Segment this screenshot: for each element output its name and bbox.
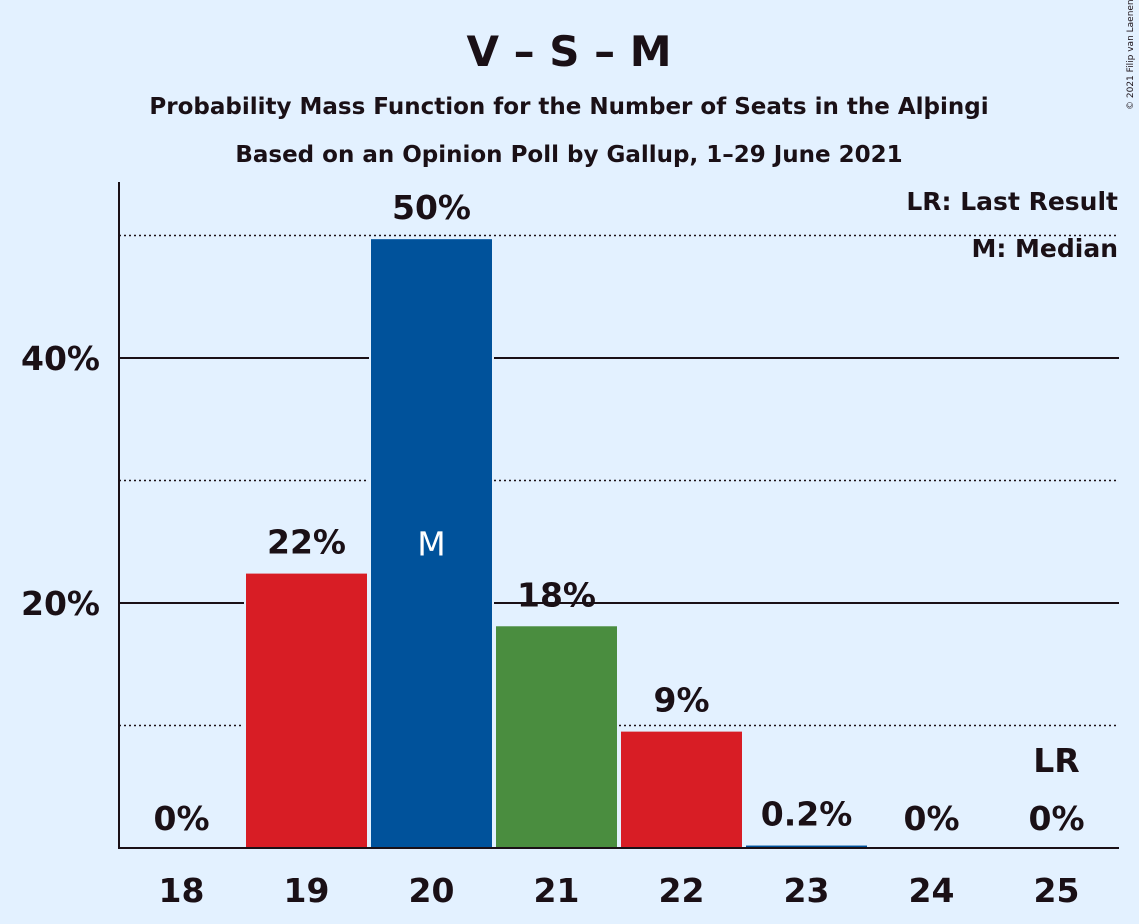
y-tick-label: 40%	[21, 339, 100, 378]
y-axis-ticks: 20% 40%	[21, 339, 100, 623]
chart-title: V – S – M	[466, 27, 671, 76]
value-labels: 0% 22% 50% 18% 9% 0.2% 0% 0% M LR	[153, 188, 1084, 838]
bar-21	[496, 626, 617, 848]
bar-22	[621, 731, 742, 848]
value-label-18: 0%	[153, 799, 209, 838]
legend-last-result: LR: Last Result	[906, 187, 1118, 216]
bar-20	[371, 239, 492, 849]
x-tick-21: 21	[534, 871, 580, 910]
chart-subtitle-1: Probability Mass Function for the Number…	[149, 94, 988, 120]
x-tick-18: 18	[159, 871, 205, 910]
bar-23	[746, 845, 867, 848]
chart-subtitle-2: Based on an Opinion Poll by Gallup, 1–29…	[235, 142, 902, 168]
bar-19	[246, 573, 367, 848]
value-label-25: 0%	[1028, 799, 1084, 838]
copyright-notice: © 2021 Filip van Laenen	[1126, 0, 1136, 110]
x-tick-19: 19	[284, 871, 330, 910]
x-tick-20: 20	[409, 871, 455, 910]
x-axis-ticks: 18 19 20 21 22 23 24 25	[159, 871, 1080, 910]
median-marker: M	[417, 525, 445, 564]
x-tick-25: 25	[1034, 871, 1080, 910]
value-label-20: 50%	[392, 188, 471, 227]
x-tick-23: 23	[784, 871, 830, 910]
value-label-21: 18%	[517, 575, 596, 614]
legend-median: M: Median	[971, 234, 1118, 263]
value-label-22: 9%	[653, 681, 709, 720]
y-tick-label: 20%	[21, 584, 100, 623]
bars	[244, 237, 869, 849]
value-label-19: 22%	[267, 523, 346, 562]
x-tick-22: 22	[659, 871, 705, 910]
last-result-marker: LR	[1033, 741, 1079, 780]
x-tick-24: 24	[909, 871, 955, 910]
value-label-24: 0%	[903, 799, 959, 838]
value-label-23: 0.2%	[761, 795, 853, 834]
